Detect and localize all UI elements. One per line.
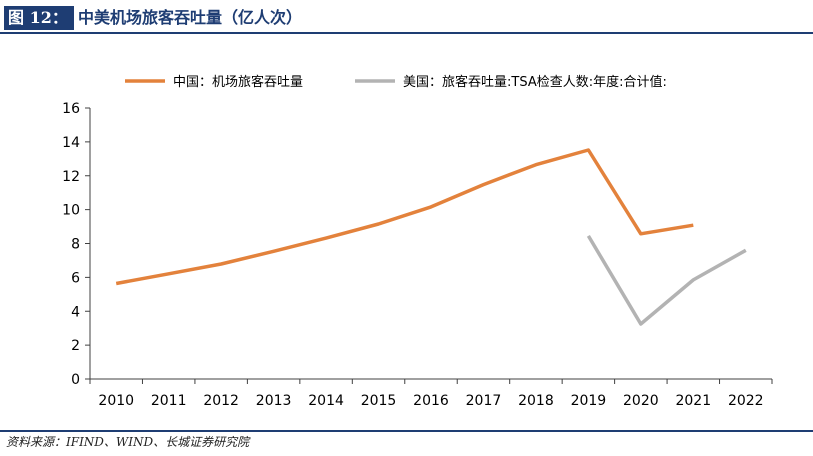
x-tick-label: 2013 (256, 393, 292, 409)
y-tick-label: 10 (62, 203, 80, 219)
source-note: 资料来源：IFIND、WIND、长城证券研究院 (6, 435, 250, 449)
x-tick-label: 2015 (361, 393, 397, 409)
y-tick-label: 14 (62, 135, 80, 151)
x-tick-label: 2014 (308, 393, 344, 409)
x-tick-label: 2022 (728, 393, 764, 409)
x-tick-label: 2010 (98, 393, 134, 409)
y-tick-label: 2 (71, 338, 80, 354)
x-tick-label: 2018 (518, 393, 554, 409)
x-tick-label: 2019 (571, 393, 607, 409)
legend-label-china: 中国：机场旅客吞吐量 (173, 74, 303, 90)
y-tick-label: 6 (71, 270, 80, 286)
figure-label: 图 12： (4, 6, 74, 30)
y-tick-label: 0 (71, 372, 80, 388)
x-tick-label: 2021 (675, 393, 711, 409)
line-chart: 中国：机场旅客吞吐量 美国：旅客吞吐量:TSA检查人数:年度:合计值: 0 2 4 6 8… (62, 74, 773, 409)
x-tick-label: 2011 (151, 393, 187, 409)
series-line-china (115, 148, 694, 286)
x-tick-label: 2016 (413, 393, 449, 409)
series-line-usa (586, 235, 747, 326)
figure-title: 中美机场旅客吞吐量（亿人次） (78, 8, 303, 27)
y-tick-label: 16 (62, 101, 80, 117)
y-tick-label: 12 (62, 169, 80, 185)
x-tick-label: 2017 (466, 393, 502, 409)
figure-title-bar: 图 12： 中美机场旅客吞吐量（亿人次） (0, 4, 813, 34)
chart-series (115, 148, 747, 326)
y-tick-label: 8 (71, 237, 80, 253)
source-divider (0, 430, 813, 432)
x-tick-label: 2012 (203, 393, 239, 409)
y-tick-label: 4 (71, 304, 80, 320)
chart-axes: 0 2 4 6 8 10 12 14 16 2010 2011 2012 2013 2014 2015 201… (62, 101, 773, 409)
x-tick-label: 2020 (623, 393, 659, 409)
legend-label-usa: 美国：旅客吞吐量:TSA检查人数:年度:合计值: (403, 74, 667, 90)
chart-legend: 中国：机场旅客吞吐量 美国：旅客吞吐量:TSA检查人数:年度:合计值: (125, 74, 667, 90)
